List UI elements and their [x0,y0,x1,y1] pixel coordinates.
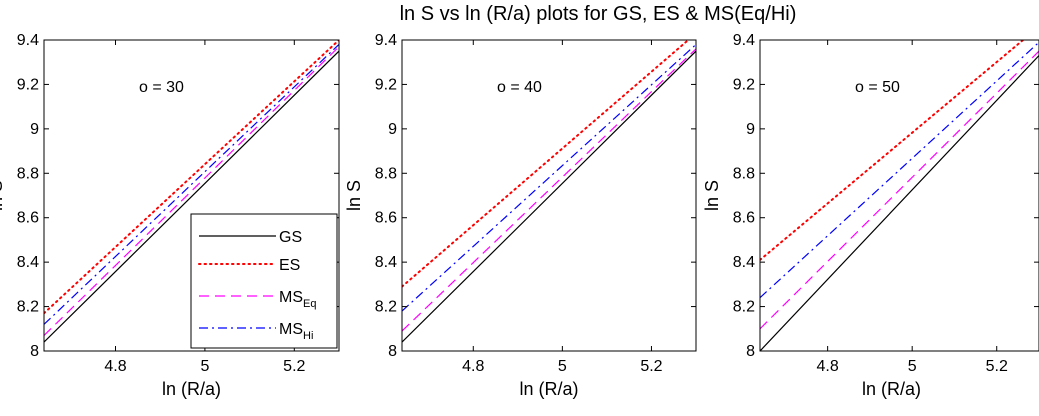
series-line-ms-hi [402,43,696,312]
series-line-es [44,40,339,315]
panel-2: 8 8.2 8.4 8.6 8.8 9 9.2 9.4 4.8 5 5.2 ln (R/a) ln S o… [344,32,697,399]
x-tick-label: 4.8 [104,358,126,375]
x-tick-label: 5 [200,358,209,375]
y-tick-label: 9.4 [17,32,39,49]
y-tick-label: 9 [746,121,755,138]
x-axis-label: ln (R/a) [519,379,578,399]
y-tick-label: 8.6 [17,210,39,227]
series-line-es [760,40,1025,261]
y-tick-label: 8.8 [733,165,755,182]
panel-1: 8 8.2 8.4 8.6 8.8 9 9.2 9.4 4.8 5 5.2 ln (R/a) ln S o… [0,32,340,399]
series-line-ms-hi [44,44,339,325]
series-line-ms-eq [760,50,1039,330]
y-tick-label: 9.2 [375,76,397,93]
series-line-gs [402,50,696,343]
y-tick-label: 8.6 [733,210,755,227]
y-tick-label: 9.4 [733,32,755,49]
y-tick-label: 8.4 [733,254,755,271]
x-tick-label: 5.2 [640,358,662,375]
y-tick-label: 8 [30,343,39,360]
y-tick-label: 9 [30,121,39,138]
y-tick-label: 8 [388,343,397,360]
y-tick-label: 8.4 [375,254,397,271]
y-tick-label: 8.2 [733,299,755,316]
y-tick-label: 8.4 [17,254,39,271]
x-tick-label: 4.8 [462,358,484,375]
y-axis-label: ln S [702,180,722,211]
series-line-es [402,40,690,288]
y-axis-label: ln S [344,180,364,211]
figure-title: ln S vs ln (R/a) plots for GS, ES & MS(E… [400,3,797,25]
axes-frame [401,39,697,352]
y-tick-label: 8.8 [17,165,39,182]
y-tick-label: 8.6 [375,210,397,227]
axes-frame [759,39,1039,352]
y-axis-label: ln S [0,180,6,211]
y-tick-label: 9.4 [375,32,397,49]
x-tick-label: 4.8 [817,358,839,375]
x-axis-label: ln (R/a) [862,379,921,399]
series-line-gs [760,55,1039,351]
y-tick-label: 8.2 [17,299,39,316]
panels: 8 8.2 8.4 8.6 8.8 9 9.2 9.4 4.8 5 5.2 ln (R/a) ln S o… [0,32,1039,399]
y-tick-label: 8 [746,343,755,360]
panel-annotation: o = 50 [855,79,900,96]
x-axis-label: ln (R/a) [162,379,221,399]
panel-annotation: o = 30 [139,79,184,96]
series-line-ms-eq [44,46,339,336]
legend-label-es: ES [279,257,300,274]
legend-label-gs: GS [279,229,302,246]
panel-3: 8 8.2 8.4 8.6 8.8 9 9.2 9.4 4.8 5 5.2 ln (R/a) ln S o… [702,32,1039,399]
x-tick-label: 5 [558,358,567,375]
x-tick-label: 5.2 [986,358,1008,375]
x-tick-label: 5.2 [283,358,305,375]
y-tick-label: 8.2 [375,299,397,316]
y-tick-label: 9 [388,121,397,138]
axes-frame [43,39,340,352]
panel-annotation: o = 40 [497,79,542,96]
x-tick-label: 5 [908,358,917,375]
y-tick-label: 8.8 [375,165,397,182]
y-tick-label: 9.2 [733,76,755,93]
series-line-ms-hi [760,41,1039,299]
series-line-gs [44,50,339,343]
y-tick-label: 9.2 [17,76,39,93]
series-line-ms-eq [402,48,696,332]
